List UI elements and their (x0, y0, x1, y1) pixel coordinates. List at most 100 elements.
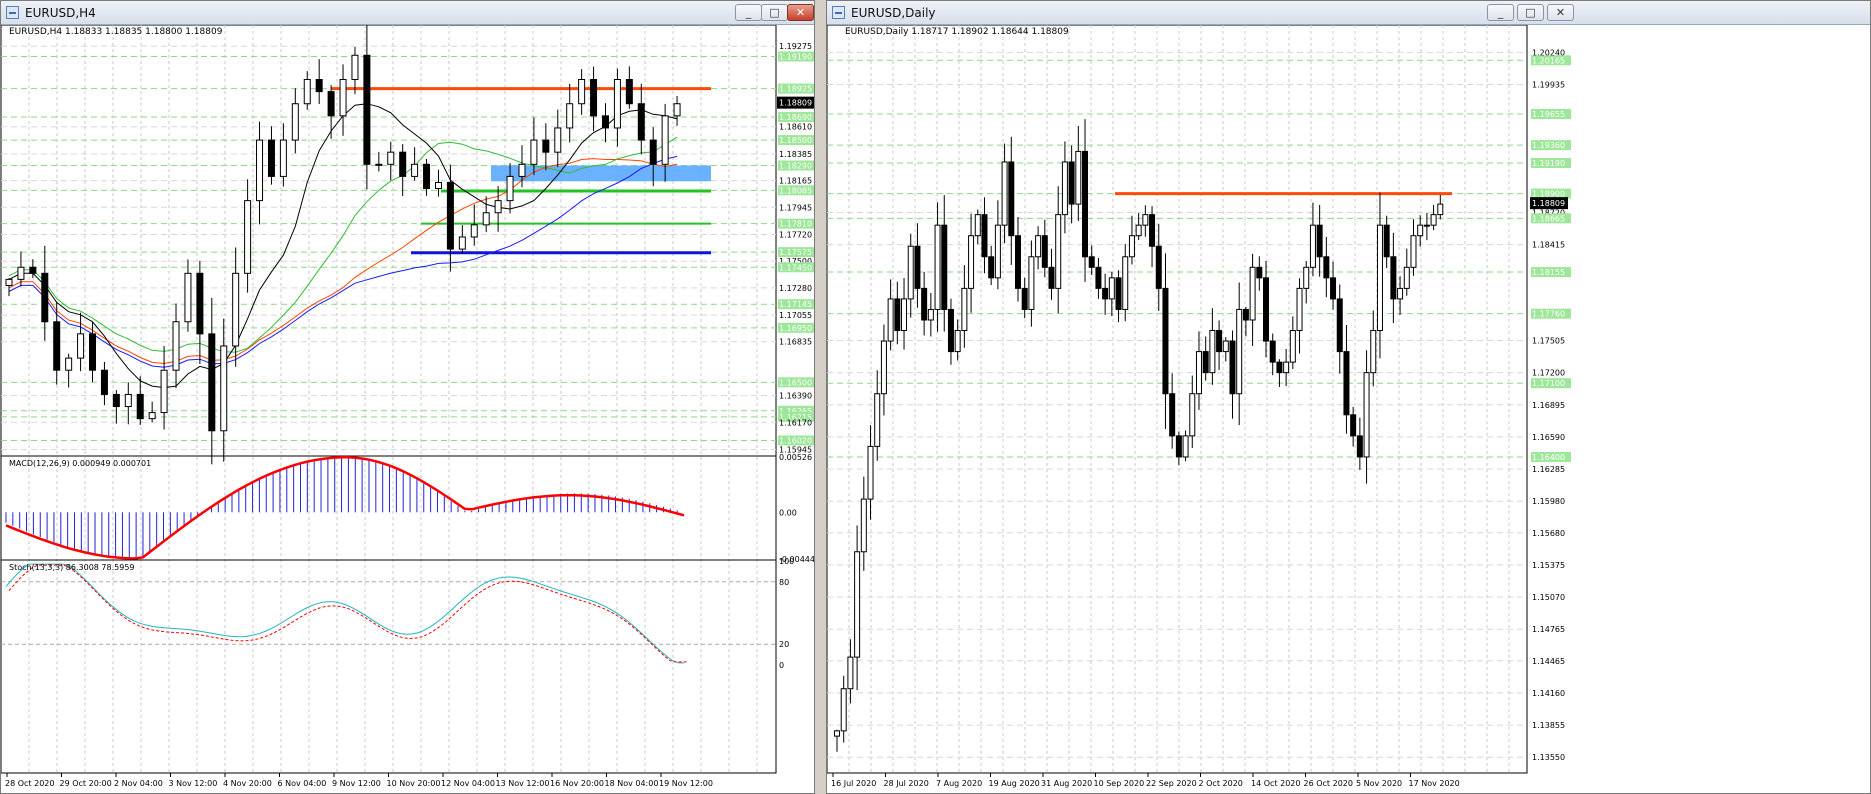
h4-title-bar[interactable]: EURUSD,H4 _ □ ✕ (1, 1, 814, 25)
h4-candle (327, 91, 335, 117)
price-axis-label-tag (778, 322, 814, 333)
h4-candle (291, 103, 299, 141)
daily-candle (1323, 256, 1330, 279)
time-axis-label: 10 Sep 2020 (1094, 779, 1145, 788)
daily-candle (907, 245, 914, 300)
daily-candle (1437, 203, 1444, 216)
price-axis-label: 1.16895 (1532, 401, 1565, 410)
daily-candle (968, 235, 975, 289)
time-axis-label: 16 Nov 20:00 (550, 779, 604, 788)
price-axis-label: 1.16215 (779, 413, 812, 422)
daily-candle (954, 330, 961, 353)
h4-candle (41, 272, 49, 323)
daily-candle (941, 224, 948, 310)
daily-candle (1082, 150, 1089, 258)
moving-average-blue (8, 155, 678, 368)
h4-candle (136, 393, 144, 420)
price-axis-label: 1.15680 (1532, 529, 1565, 538)
daily-candle (1142, 214, 1149, 226)
time-axis-label: 28 Oct 2020 (5, 779, 54, 788)
price-axis-label: 1.18925 (779, 85, 812, 94)
daily-candle (1336, 298, 1343, 353)
price-axis-label: 1.16590 (1532, 433, 1565, 442)
h4-candle (458, 236, 466, 250)
price-axis-label: 1.15070 (1532, 593, 1565, 602)
daily-candle (1289, 330, 1296, 363)
current-price-label: 1.18809 (1532, 199, 1565, 208)
daily-candle (1397, 287, 1404, 300)
h4-candle (649, 139, 657, 165)
macd-axis-label: 0.00 (779, 508, 797, 517)
macd-label: MACD(12,26,9) 0.000949 0.000701 (9, 459, 151, 468)
h4-candle (29, 266, 37, 274)
price-axis-label: 1.17145 (779, 300, 812, 309)
h4-candle (89, 333, 97, 371)
daily-chart-window[interactable]: EURUSD,Daily _ □ ✕ 1.20240 1.20165 1.19935… (826, 0, 1871, 794)
h4-candle (5, 278, 13, 286)
daily-candle (1350, 414, 1357, 437)
price-axis-label: 1.18385 (779, 150, 812, 159)
current-price-tag (1530, 197, 1568, 210)
maximize-button[interactable]: □ (1517, 4, 1544, 21)
stoch-axis-label: 0 (779, 661, 784, 670)
time-axis-label: 17 Nov 2020 (1409, 779, 1460, 788)
close-button[interactable]: ✕ (1547, 4, 1574, 21)
price-axis-label: 1.18720 (1532, 209, 1565, 218)
price-axis-label-tag (1531, 158, 1571, 169)
window-title: EURUSD,H4 (25, 6, 96, 20)
close-button[interactable]: ✕ (787, 4, 814, 21)
h4-candle (423, 163, 431, 190)
daily-candle (1276, 361, 1283, 374)
price-axis-label: 1.16170 (779, 418, 812, 427)
daily-candle (1403, 266, 1410, 289)
minimize-button[interactable]: _ (735, 4, 762, 21)
daily-candle (961, 287, 968, 332)
price-axis-label: 1.18290 (779, 162, 812, 171)
h4-candle (387, 151, 395, 165)
price-axis-label-tag (778, 51, 814, 62)
daily-candle (880, 340, 887, 395)
h4-candle (184, 272, 192, 323)
daily-candle (1242, 308, 1249, 321)
price-axis-label-tag (1531, 308, 1571, 319)
minimize-button[interactable]: _ (1487, 4, 1514, 21)
macd-axis-label: 0.00526 (779, 453, 812, 462)
h4-chart-window[interactable]: EURUSD,H4 _ □ ✕ 1.19275 1.19190 1.18925 1.1… (0, 0, 815, 794)
price-axis-label: 1.16500 (779, 378, 812, 387)
daily-candle (1236, 308, 1243, 395)
current-price-label: 1.18809 (779, 99, 812, 108)
h4-candle (506, 175, 514, 202)
h4-candle (160, 369, 168, 414)
daily-candle (1028, 256, 1035, 310)
price-axis-label: 1.15375 (1532, 561, 1565, 570)
h4-candle (542, 139, 550, 153)
daily-title-bar[interactable]: EURUSD,Daily _ □ ✕ (827, 1, 1870, 25)
h4-candle (53, 321, 61, 371)
daily-candle (1229, 340, 1236, 395)
time-axis-label: 19 Nov 12:00 (659, 779, 713, 788)
maximize-button[interactable]: □ (761, 4, 788, 21)
daily-candle (1001, 161, 1008, 226)
price-axis-label: 1.17945 (779, 203, 812, 212)
h4-candle (613, 79, 621, 129)
daily-candle (981, 214, 988, 258)
h4-candle (77, 333, 85, 359)
daily-candle (1061, 161, 1068, 216)
price-axis-label: 1.19190 (779, 52, 812, 61)
h4-candle (661, 115, 669, 165)
price-axis-label-tag (778, 405, 814, 416)
price-axis-label: 1.18665 (1532, 214, 1565, 223)
h4-candle (196, 272, 204, 335)
h4-candle (339, 79, 347, 117)
daily-candle (1330, 277, 1337, 300)
price-axis-label: 1.14765 (1532, 625, 1565, 634)
window-title: EURUSD,Daily (851, 6, 936, 20)
price-axis-label: 1.16835 (779, 338, 812, 347)
price-axis-label: 1.16950 (779, 324, 812, 333)
h4-candle (601, 115, 609, 129)
daily-candle (1316, 224, 1323, 258)
daily-candle (1021, 287, 1028, 310)
daily-candle (1376, 224, 1383, 332)
